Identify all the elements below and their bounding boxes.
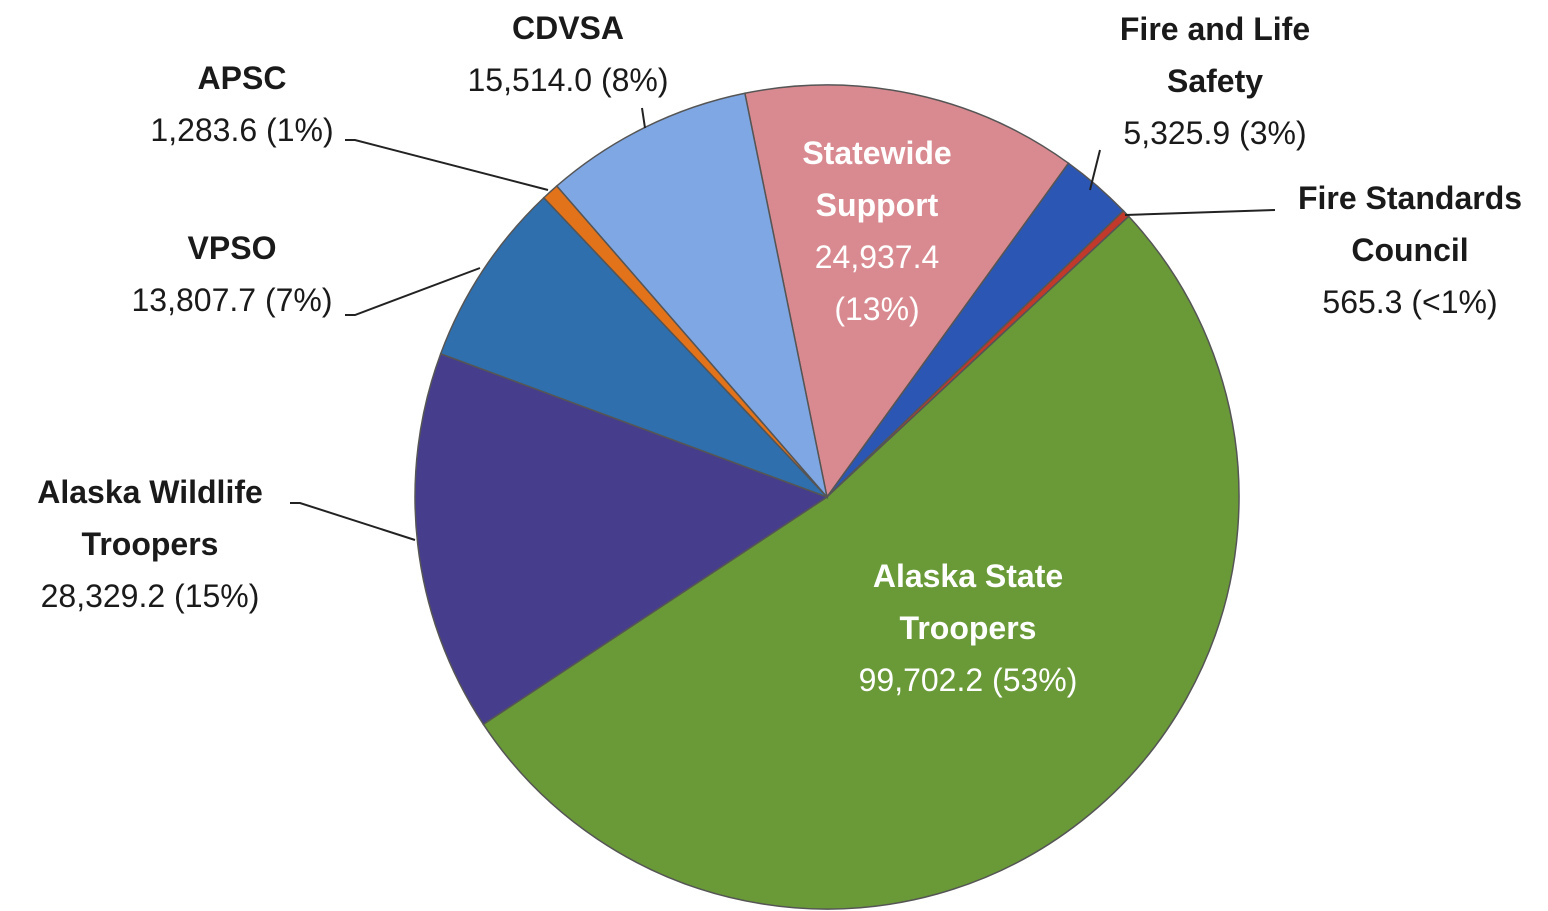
pie-slice [743,84,1070,499]
leader-line [641,107,646,129]
slice-label: APSC 1,283.6 (1%) [112,52,372,156]
category-label: APSC [197,60,287,96]
value-label: 1,283.6 (1%) [150,112,334,148]
slice-label: CDVSA 15,514.0 (8%) [438,2,698,106]
slices [414,84,1240,910]
leader-line [345,267,481,316]
value-label: 99,702.2 (53%) [858,662,1078,698]
pie-slice [414,352,829,726]
leader-line [345,139,549,191]
category-label: CDVSA [511,10,624,46]
slice-label: Fire and Life Safety 5,325.9 (3%) [1080,3,1350,159]
value-label: 5,325.9 (3%) [1123,115,1307,151]
leader-line [1089,149,1101,191]
category-label: Fire and Life Safety [1119,11,1311,99]
slice-label: Alaska Wildlife Troopers 28,329.2 (15%) [0,466,300,622]
value-label: 15,514.0 (8%) [467,62,669,98]
slice-label: Alaska State Troopers 99,702.2 (53%) [808,550,1128,706]
value-label: 28,329.2 (15%) [40,578,260,614]
leader-lines [290,107,1276,541]
pie-slice [439,196,828,498]
category-label: Statewide Support [802,135,952,223]
value-label: 565.3 (<1%) [1322,284,1498,320]
category-label: VPSO [187,230,277,266]
category-label: Fire Standards Council [1297,180,1523,268]
slice-label: VPSO 13,807.7 (7%) [102,222,362,326]
leader-line [290,502,416,541]
leader-line [1124,209,1276,216]
slice-label: Fire Standards Council 565.3 (<1%) [1260,172,1548,328]
value-label: 24,937.4 (13%) [814,239,940,327]
category-label: Alaska State Troopers [872,558,1064,646]
category-label: Alaska Wildlife Troopers [37,474,263,562]
pie-slice [482,215,1240,910]
slice-label: Statewide Support 24,937.4 (13%) [772,127,982,335]
value-label: 13,807.7 (7%) [131,282,333,318]
